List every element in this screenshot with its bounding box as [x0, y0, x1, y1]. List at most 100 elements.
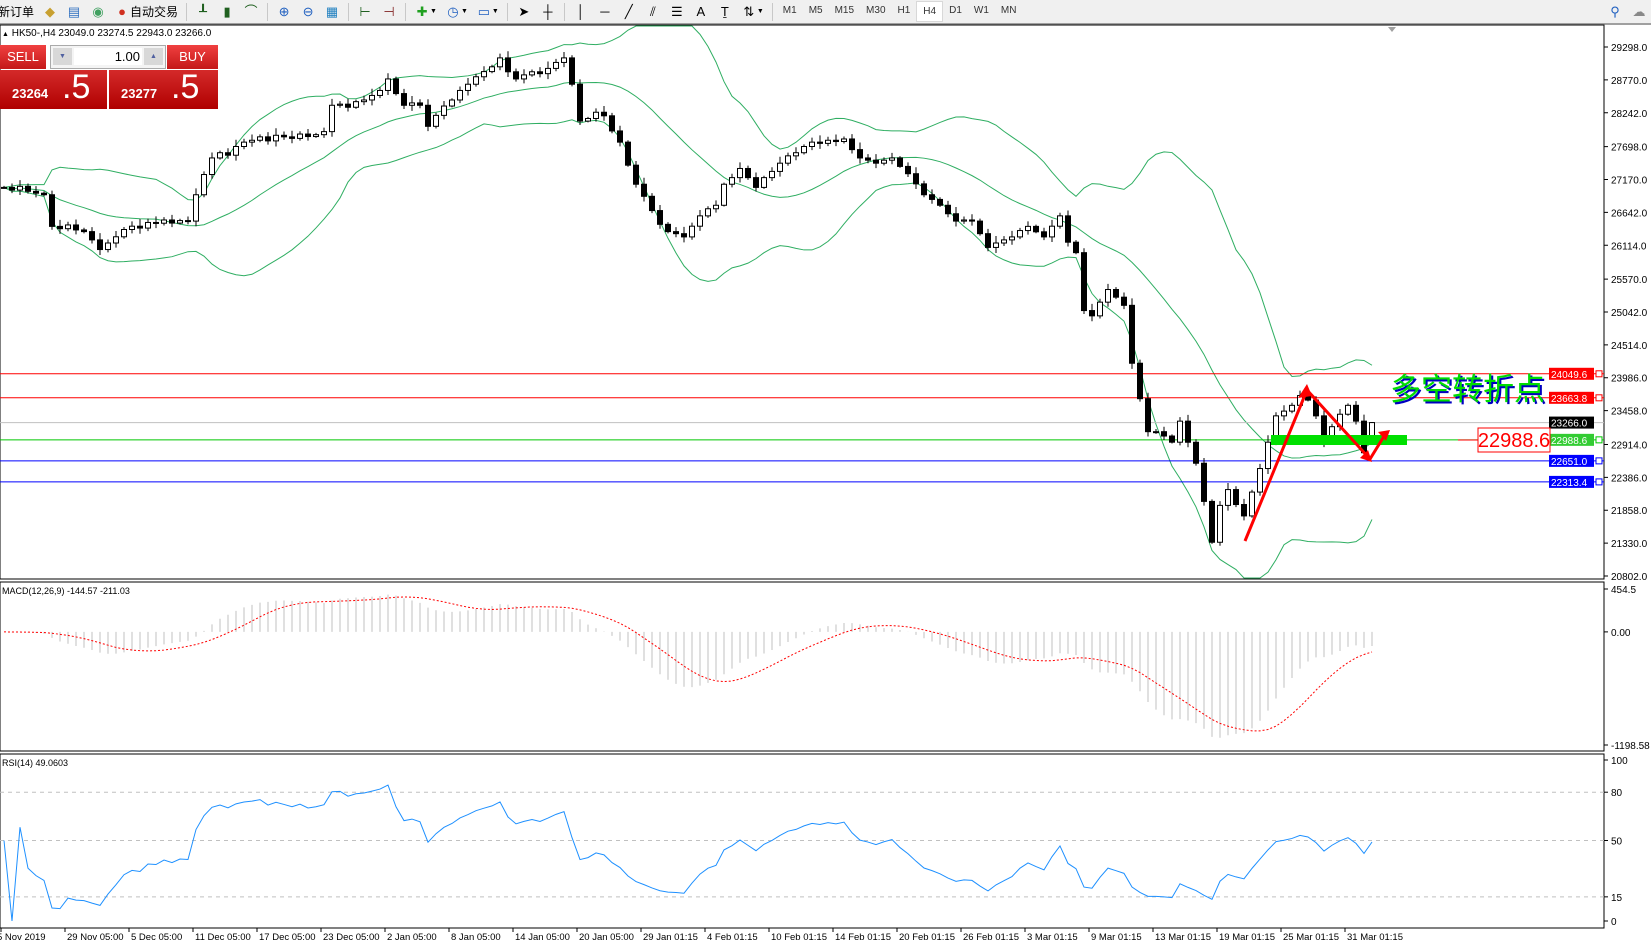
candle	[337, 103, 343, 106]
candle	[601, 111, 607, 117]
timeframe-d1[interactable]: D1	[949, 5, 962, 16]
sell-price-main: 23264	[12, 86, 49, 101]
candle	[697, 215, 703, 227]
navigator-button[interactable]: ▤	[62, 1, 86, 22]
candle	[1281, 410, 1287, 417]
timeframe-m1[interactable]: M1	[782, 5, 797, 16]
zoom-out-button[interactable]: ⊖	[296, 1, 320, 22]
candle	[137, 225, 143, 229]
candle	[913, 173, 919, 185]
timeframe-mn[interactable]: MN	[1000, 5, 1017, 16]
indicators-button[interactable]: ✚ ▼	[410, 1, 441, 22]
line-chart-button[interactable]: ⌒	[239, 1, 263, 22]
pivot-zone-bar[interactable]	[1271, 435, 1407, 445]
new-order-button[interactable]: 新订单	[0, 1, 38, 22]
candle	[177, 220, 183, 224]
annotations[interactable]: 多空转折点 多空转折点 22988.6	[1243, 372, 1551, 542]
candle	[977, 220, 983, 235]
timeframe-h4[interactable]: H4	[916, 1, 944, 22]
cursor-button[interactable]: ➤	[512, 1, 536, 22]
templates-button[interactable]: ▭ ▼	[472, 1, 503, 22]
market-watch-button[interactable]: ◆	[38, 1, 62, 22]
zoom-in-button[interactable]: ⊕	[272, 1, 296, 22]
timeframe-m30[interactable]: M30	[866, 5, 886, 16]
buy-button[interactable]: BUY	[167, 45, 218, 69]
horizontal-levels[interactable]: 24049.623663.823266.022988.622651.022313…	[0, 367, 1604, 489]
candlestick-button[interactable]: ▮	[215, 1, 239, 22]
candle	[89, 231, 95, 241]
level-handle[interactable]	[1595, 370, 1603, 378]
candle	[817, 141, 823, 144]
crosshair-button[interactable]: ┼	[536, 1, 560, 22]
separator	[506, 2, 508, 21]
text-label-button[interactable]: Ṯ	[713, 1, 737, 22]
candle	[953, 213, 959, 222]
candle	[1161, 431, 1167, 437]
candle	[569, 57, 575, 85]
sell-button[interactable]: SELL	[0, 45, 46, 69]
sell-price-button[interactable]: 23264 .5	[0, 68, 107, 109]
chat-button[interactable]: ☁	[1627, 1, 1651, 22]
vertical-line-button[interactable]: │	[569, 1, 593, 22]
timeframe-w1[interactable]: W1	[973, 5, 989, 16]
buy-price-fraction: .5	[171, 68, 200, 106]
level-tag-label: 22651.0	[1551, 457, 1588, 468]
auto-trading-button[interactable]: ● 自动交易	[110, 1, 182, 22]
trendline-button[interactable]: ╱	[617, 1, 641, 22]
candle	[897, 157, 903, 167]
time-tick-label: 20 Jan 05:00	[579, 932, 634, 943]
timeframe-h1[interactable]: H1	[897, 5, 911, 16]
candle	[273, 134, 279, 142]
candle	[1065, 215, 1071, 243]
fibonacci-button[interactable]: ☰	[665, 1, 689, 22]
time-tick-label: 11 Dec 05:00	[195, 932, 251, 943]
level-handle[interactable]	[1595, 457, 1603, 465]
candle	[841, 138, 847, 143]
horizontal-line-button[interactable]: ─	[593, 1, 617, 22]
lot-decrease-button[interactable]: ▼	[53, 48, 72, 65]
signals-button[interactable]: ◉	[86, 1, 110, 22]
candle	[585, 117, 591, 122]
price-label-box[interactable]	[1477, 427, 1551, 453]
arrows-button[interactable]: ⇅ ▼	[737, 1, 768, 22]
equidistant-channel-button[interactable]: ⫽	[641, 1, 665, 22]
lot-increase-button[interactable]: ▲	[144, 48, 163, 65]
bollinger-upper	[3, 25, 1373, 377]
level-tag-label: 23663.8	[1551, 394, 1588, 405]
time-tick-label: 29 Jan 01:15	[643, 932, 698, 943]
candle	[641, 183, 647, 197]
trend-arrow[interactable]	[1243, 387, 1388, 542]
text-button[interactable]: A	[689, 1, 713, 22]
autoscroll-button[interactable]: ⊢	[353, 1, 377, 22]
search-button[interactable]: ⚲	[1603, 1, 1627, 22]
level-handle[interactable]	[1595, 478, 1603, 486]
candle	[201, 174, 207, 196]
chart-shift-button[interactable]: ⊣	[377, 1, 401, 22]
ohlc-label: 23049.0 23274.5 22943.0 23266.0	[58, 28, 212, 39]
timeframe-m15[interactable]: M15	[834, 5, 855, 16]
candle	[985, 233, 991, 248]
candle	[937, 198, 943, 206]
candle	[905, 165, 911, 175]
chart-shift-marker[interactable]	[1388, 27, 1396, 32]
buy-price-button[interactable]: 23277 .5	[109, 68, 218, 109]
candle	[945, 204, 951, 215]
tile-windows-button[interactable]: ▦	[320, 1, 344, 22]
level-handle[interactable]	[1595, 394, 1603, 402]
periods-button[interactable]: ◷ ▼	[441, 1, 472, 22]
candle	[1201, 462, 1207, 502]
timeframe-m5[interactable]: M5	[808, 5, 823, 16]
lot-size-input[interactable]: 1.00	[74, 48, 142, 65]
autoscroll-icon: ⊢	[359, 3, 371, 19]
candle	[705, 208, 711, 217]
bar-chart-button[interactable]: ┸	[191, 1, 215, 22]
level-handle[interactable]	[1595, 436, 1603, 444]
candle	[769, 170, 775, 179]
macd-panel: MACD(12,26,9) -144.57 -211.03 454.5 0.00 -1…	[2, 585, 1650, 752]
collapse-icon[interactable]: ▲	[2, 31, 9, 38]
lot-size-stepper[interactable]: ▼ 1.00 ▲	[50, 45, 166, 69]
candle	[865, 157, 871, 161]
candle	[745, 167, 751, 179]
price-tick-label: 23986.0	[1611, 374, 1648, 385]
